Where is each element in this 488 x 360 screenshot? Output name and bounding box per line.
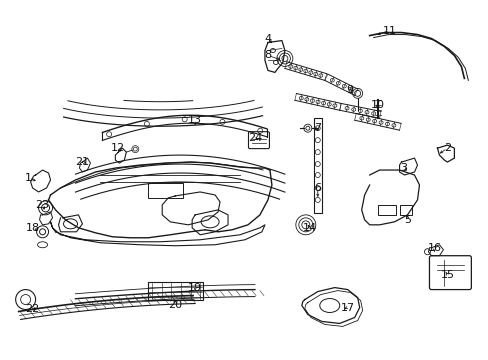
Bar (148, 183, 183, 198)
Bar (377, 205, 395, 215)
Text: 22: 22 (25, 305, 40, 315)
Text: 13: 13 (188, 115, 202, 125)
Bar (399, 205, 411, 215)
Text: 18: 18 (25, 223, 40, 233)
Text: 14: 14 (302, 223, 316, 233)
Text: 24: 24 (247, 133, 262, 143)
Text: 19: 19 (188, 283, 202, 293)
Text: 17: 17 (340, 302, 354, 312)
Text: 8: 8 (264, 50, 271, 60)
Bar (313, 118, 321, 213)
Text: 16: 16 (427, 243, 441, 253)
Text: 21: 21 (75, 157, 89, 167)
Text: 12: 12 (111, 143, 125, 153)
Text: 15: 15 (440, 270, 453, 280)
Text: 2: 2 (443, 143, 450, 153)
Text: 20: 20 (168, 300, 182, 310)
Text: 5: 5 (403, 215, 410, 225)
Text: 3: 3 (399, 163, 406, 173)
Text: 1: 1 (25, 173, 32, 183)
Text: 11: 11 (382, 26, 396, 36)
Bar (148, 282, 203, 300)
Text: 6: 6 (314, 183, 321, 193)
Text: 7: 7 (314, 123, 321, 133)
Text: 10: 10 (370, 100, 384, 110)
Text: 23: 23 (36, 200, 50, 210)
Text: 4: 4 (264, 33, 271, 44)
Text: 9: 9 (346, 85, 352, 95)
